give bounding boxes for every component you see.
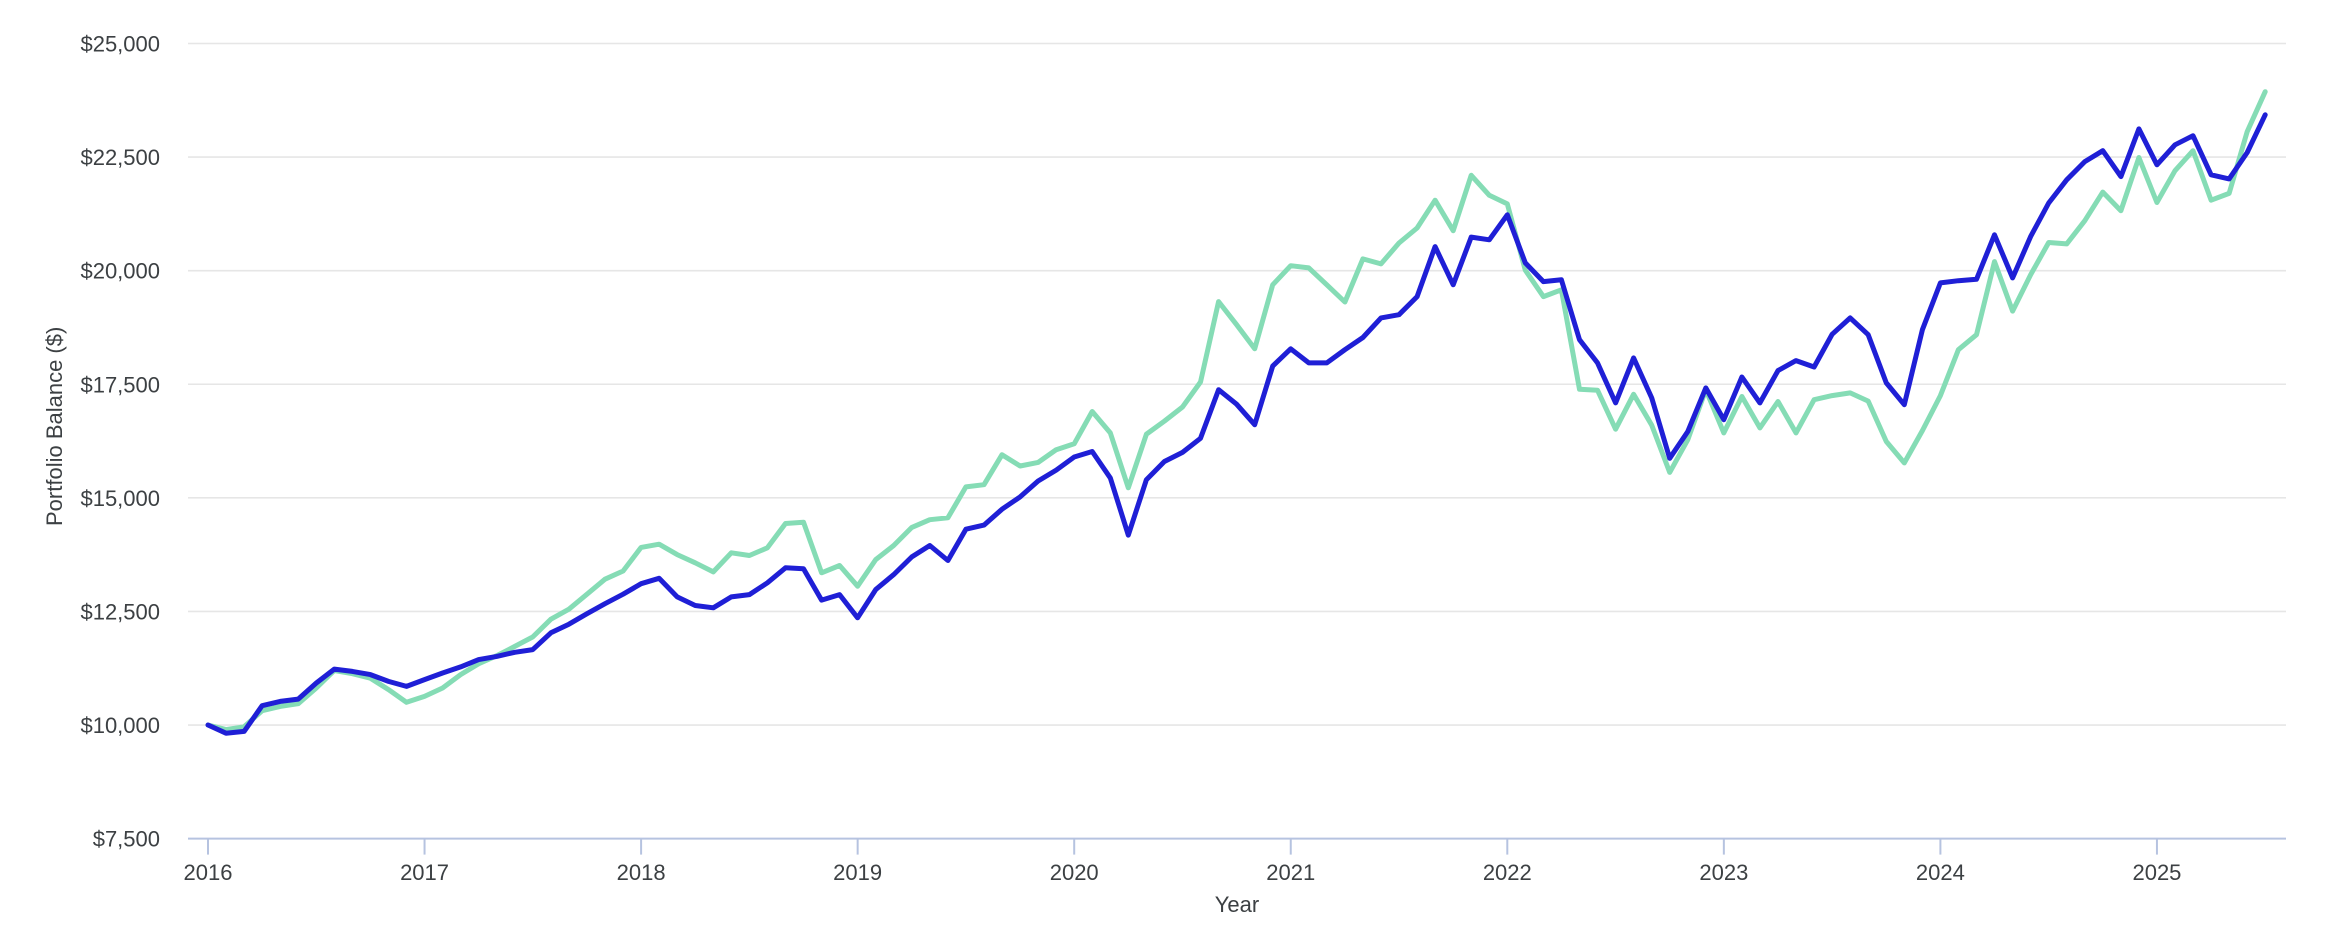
x-tick-label: 2023: [1699, 860, 1748, 885]
x-tick-label: 2020: [1050, 860, 1099, 885]
x-tick-labels: 2016 2017 2018 2019 2020 2021 2022 2023 2024 2025: [184, 860, 2182, 885]
x-tick-label: 2018: [617, 860, 666, 885]
gridlines: [188, 42, 2286, 726]
x-tick-label: 2021: [1266, 860, 1315, 885]
y-tick-label: $22,500: [80, 145, 160, 170]
x-tick-label: 2024: [1916, 860, 1965, 885]
y-tick-label: $10,000: [80, 713, 160, 738]
y-tick-label: $12,500: [80, 599, 160, 624]
y-axis-title: Portfolio Balance ($): [42, 327, 67, 526]
y-tick-label: $15,000: [80, 486, 160, 511]
y-tick-label: $7,500: [93, 827, 160, 852]
x-axis-title: Year: [1215, 892, 1259, 917]
series-line-blue-portfolio[interactable]: [205, 112, 2268, 736]
x-axis: [188, 837, 2286, 855]
series-line-green-portfolio[interactable]: [205, 89, 2268, 733]
x-tick-label: 2022: [1483, 860, 1532, 885]
y-tick-label: $20,000: [80, 259, 160, 284]
y-tick-label: $17,500: [80, 372, 160, 397]
x-tick-label: 2017: [400, 860, 449, 885]
x-tick-label: 2019: [833, 860, 882, 885]
x-tick-label: 2025: [2132, 860, 2181, 885]
y-tick-label: $25,000: [80, 32, 160, 57]
series-lines: [205, 89, 2268, 736]
x-tick-label: 2016: [184, 860, 233, 885]
y-tick-labels: $7,500 $10,000 $12,500 $15,000 $17,500 $20,00…: [80, 32, 160, 852]
